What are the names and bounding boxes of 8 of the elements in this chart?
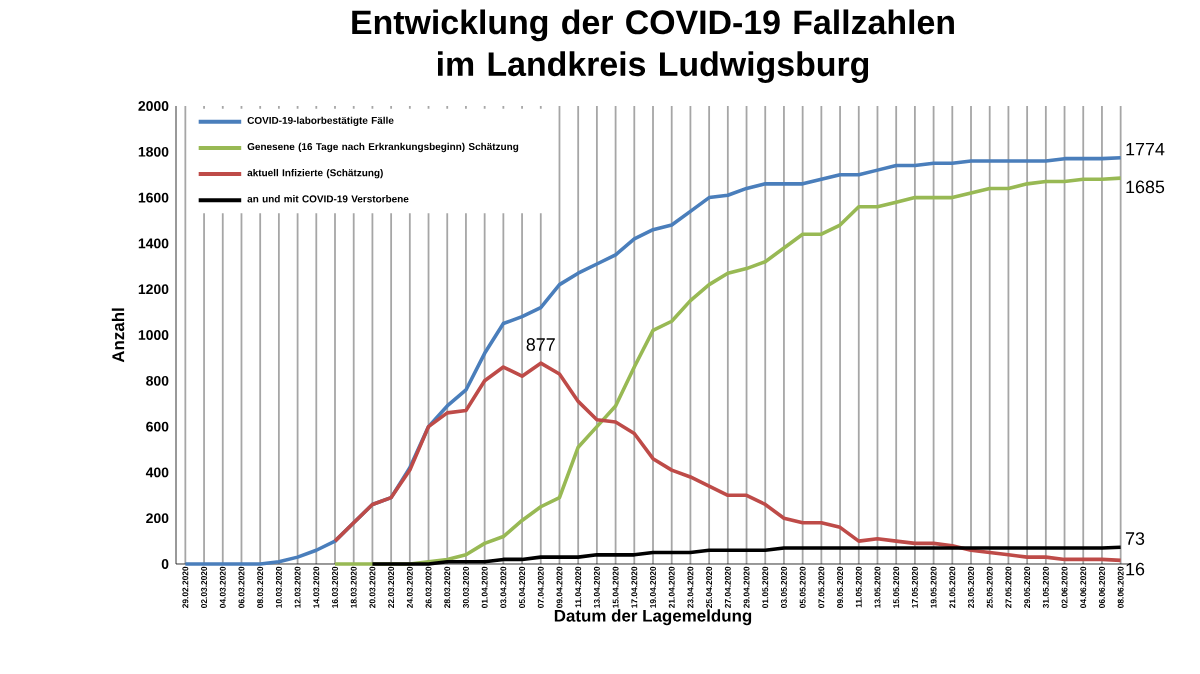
y-axis-title: Anzahl: [111, 308, 125, 363]
x-axis-title: Datum der Lagemeldung: [554, 609, 752, 626]
data-label: 877: [526, 338, 555, 351]
data-label: 73: [1125, 532, 1145, 545]
data-label: 16: [1126, 562, 1145, 576]
data-label: 1685: [1126, 180, 1165, 194]
chart-title: Entwicklung der COVID-19 Fallzahlen im Landkreis Ludwigsburg: [352, 9, 954, 84]
data-label: 1774: [1126, 143, 1165, 156]
